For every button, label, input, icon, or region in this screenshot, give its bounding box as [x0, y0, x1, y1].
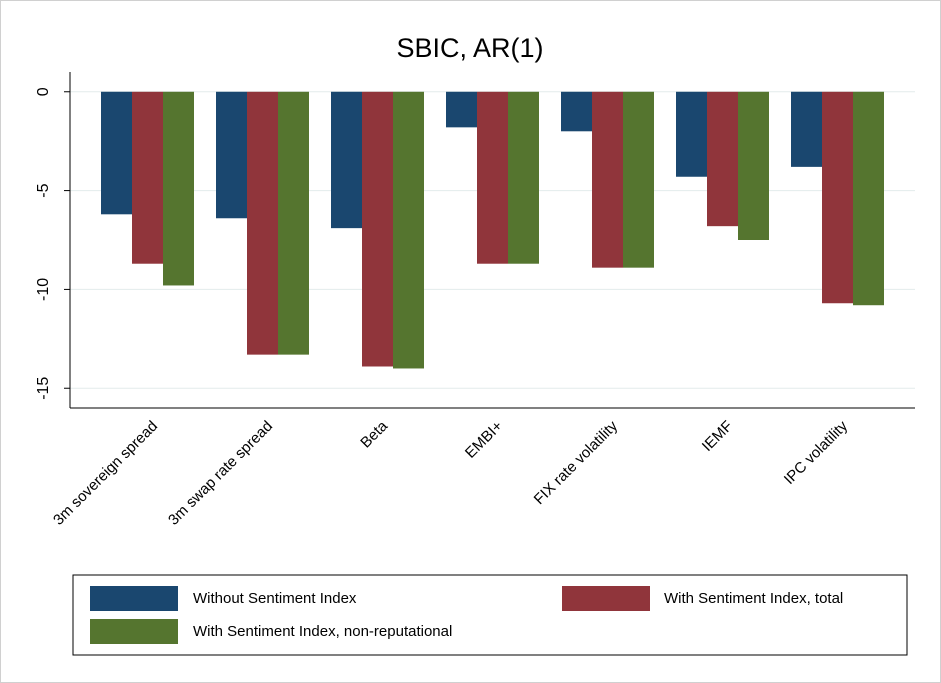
legend-swatch	[90, 619, 178, 644]
bar	[707, 91, 738, 227]
legend	[72, 574, 908, 656]
legend-swatch	[562, 586, 650, 611]
bar	[508, 91, 539, 264]
bar	[592, 91, 623, 268]
bar	[738, 91, 769, 240]
bar	[393, 91, 424, 369]
bar	[247, 91, 278, 355]
bar	[623, 91, 654, 268]
bar	[446, 91, 477, 128]
legend-label: Without Sentiment Index	[193, 590, 357, 607]
bar	[216, 91, 247, 219]
y-tick-label: -15	[35, 377, 52, 400]
bar	[676, 91, 707, 177]
legend-label: With Sentiment Index, total	[664, 590, 843, 607]
chart-title: SBIC, AR(1)	[396, 33, 543, 63]
bar	[163, 91, 194, 286]
legend-swatch	[90, 586, 178, 611]
bar	[561, 91, 592, 132]
bar	[362, 91, 393, 367]
y-tick-label: -10	[35, 278, 52, 301]
bar	[477, 91, 508, 264]
bar	[791, 91, 822, 167]
bar	[331, 91, 362, 229]
y-tick-label: 0	[35, 87, 52, 96]
bar	[132, 91, 163, 264]
bar	[101, 91, 132, 215]
bar	[853, 91, 884, 306]
bar	[278, 91, 309, 355]
legend-label: With Sentiment Index, non-reputational	[193, 623, 452, 640]
bar	[822, 91, 853, 304]
y-tick-label: -5	[35, 183, 52, 197]
